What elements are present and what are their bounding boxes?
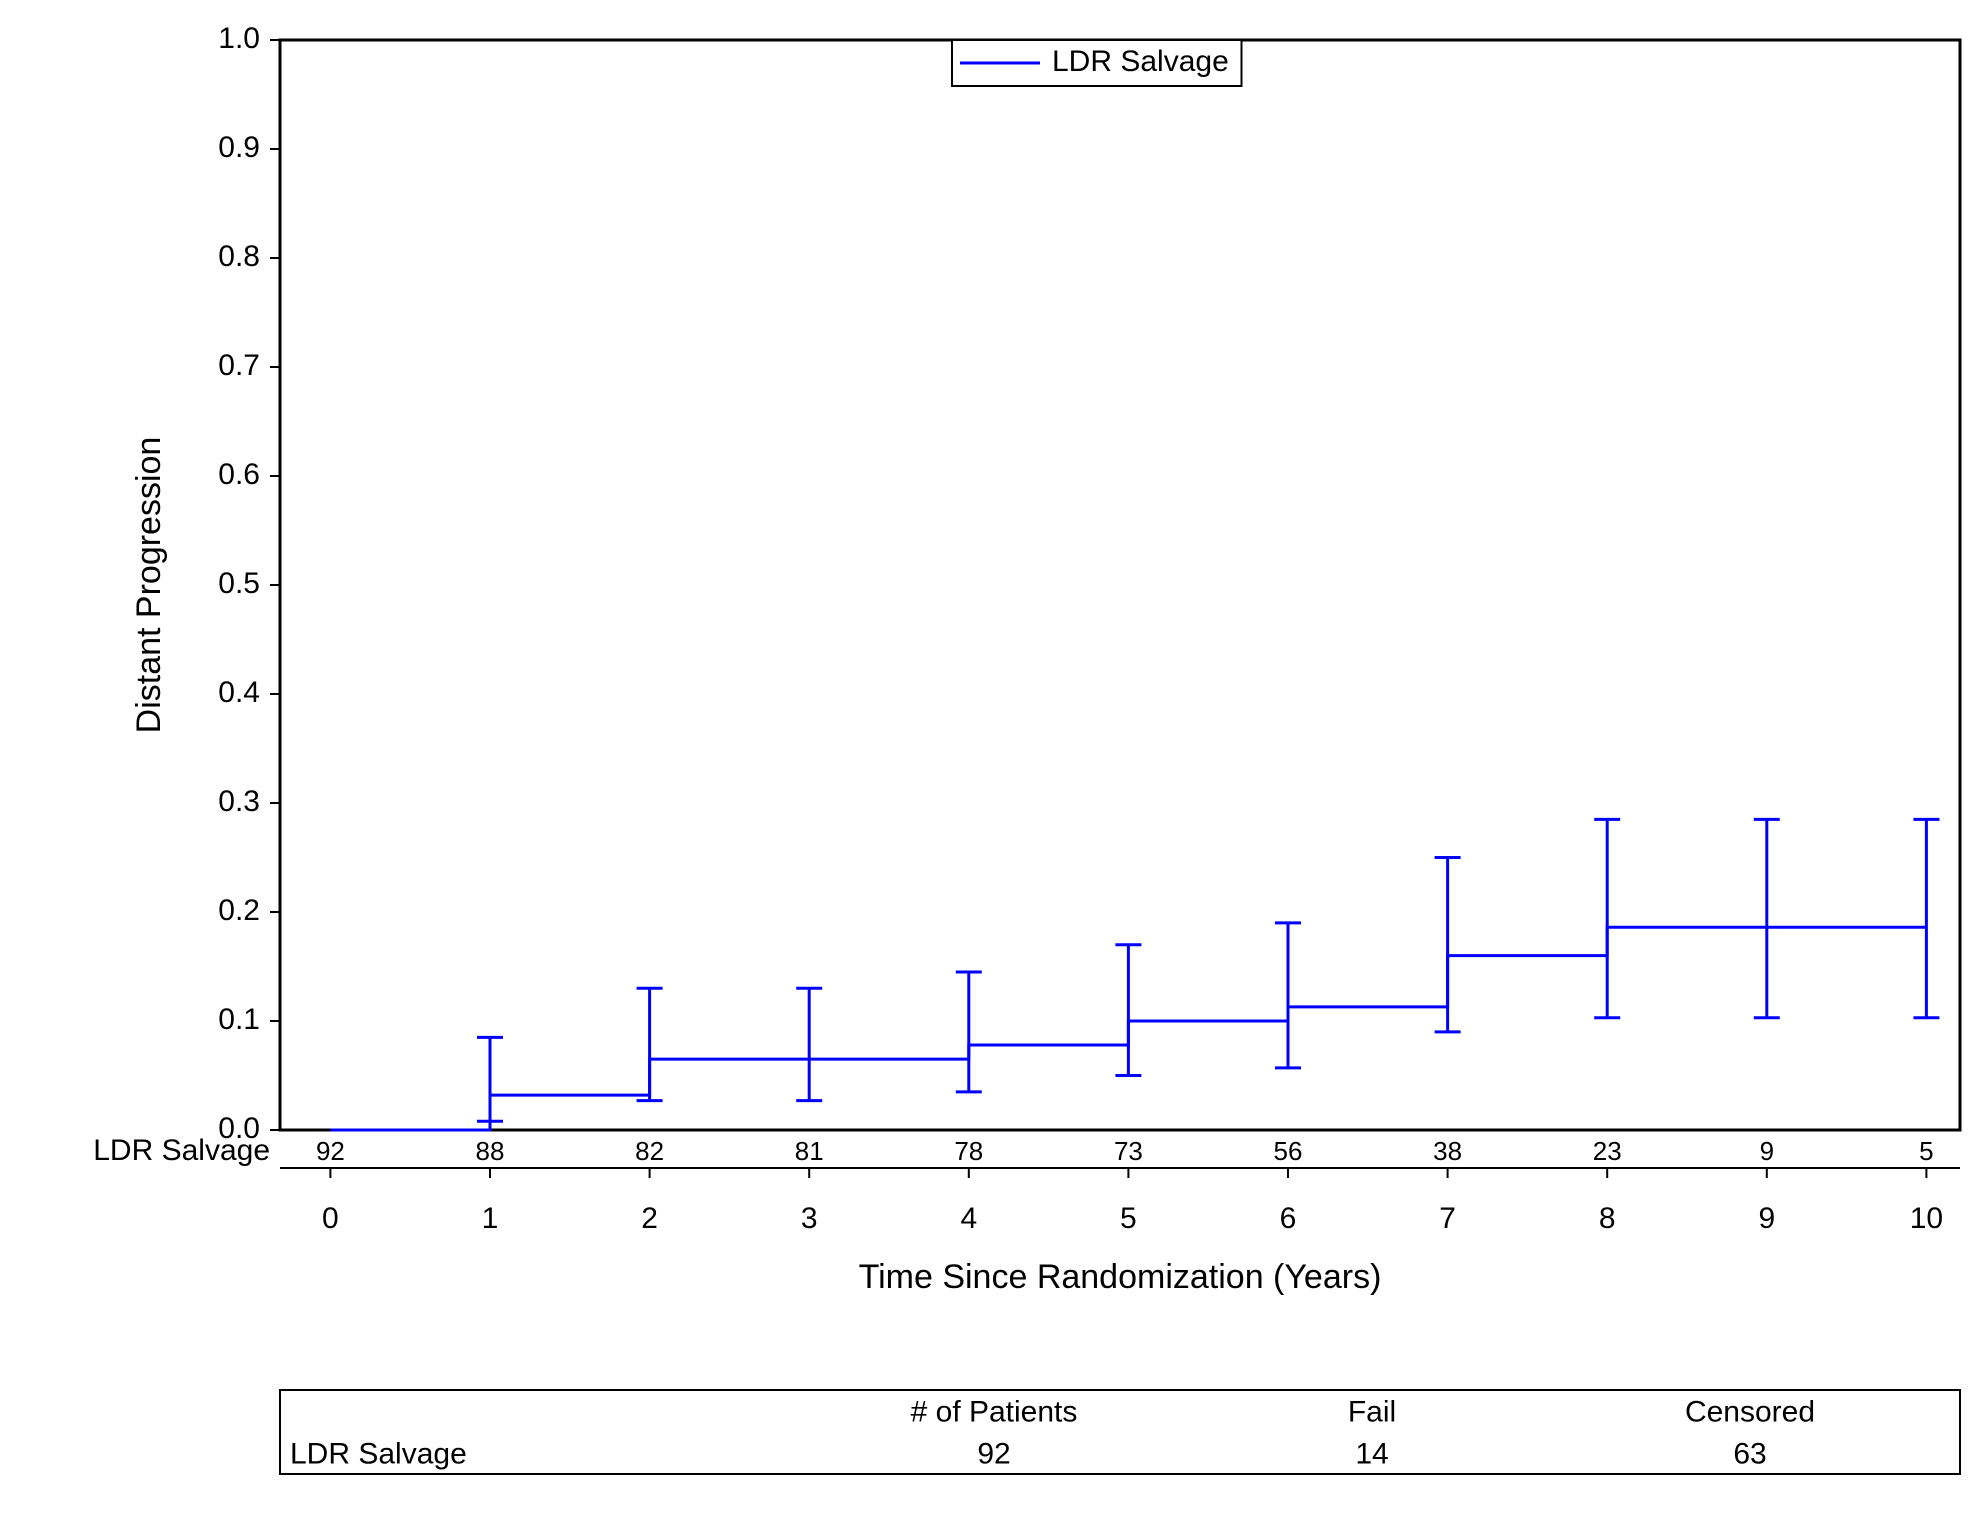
summary-value: 63	[1733, 1438, 1766, 1471]
at-risk-value: 92	[316, 1136, 345, 1166]
y-tick-label: 0.1	[218, 1003, 260, 1036]
y-tick-label: 0.9	[218, 131, 260, 164]
y-tick-label: 0.3	[218, 785, 260, 818]
at-risk-value: 38	[1433, 1136, 1462, 1166]
at-risk-row-label: LDR Salvage	[93, 1134, 270, 1167]
chart-container: 0.00.10.20.30.40.50.60.70.80.91.0Distant…	[20, 20, 1962, 1502]
summary-col-header: Censored	[1685, 1396, 1815, 1429]
chart-svg: 0.00.10.20.30.40.50.60.70.80.91.0Distant…	[20, 20, 1982, 1497]
summary-col-header: Fail	[1348, 1396, 1396, 1429]
x-tick-label: 3	[801, 1202, 818, 1235]
summary-row-label: LDR Salvage	[290, 1438, 467, 1471]
y-tick-label: 0.7	[218, 349, 260, 382]
x-axis-label: Time Since Randomization (Years)	[859, 1258, 1382, 1296]
x-tick-label: 8	[1599, 1202, 1616, 1235]
at-risk-value: 88	[476, 1136, 505, 1166]
x-tick-label: 5	[1120, 1202, 1137, 1235]
at-risk-value: 9	[1760, 1136, 1774, 1166]
x-tick-label: 0	[322, 1202, 339, 1235]
y-tick-label: 0.4	[218, 676, 260, 709]
summary-value: 92	[977, 1438, 1010, 1471]
at-risk-value: 82	[635, 1136, 664, 1166]
x-tick-label: 10	[1910, 1202, 1943, 1235]
at-risk-value: 81	[795, 1136, 824, 1166]
at-risk-value: 73	[1114, 1136, 1143, 1166]
x-tick-label: 9	[1758, 1202, 1775, 1235]
at-risk-value: 78	[954, 1136, 983, 1166]
y-tick-label: 1.0	[218, 22, 260, 55]
summary-col-header: # of Patients	[911, 1396, 1078, 1429]
x-tick-label: 7	[1439, 1202, 1456, 1235]
at-risk-value: 5	[1919, 1136, 1933, 1166]
x-tick-label: 4	[960, 1202, 977, 1235]
at-risk-value: 56	[1274, 1136, 1303, 1166]
summary-value: 14	[1355, 1438, 1388, 1471]
y-tick-label: 0.6	[218, 458, 260, 491]
at-risk-value: 23	[1593, 1136, 1622, 1166]
x-tick-label: 6	[1280, 1202, 1297, 1235]
x-tick-label: 1	[482, 1202, 499, 1235]
y-tick-label: 0.2	[218, 894, 260, 927]
x-tick-label: 2	[641, 1202, 658, 1235]
y-tick-label: 0.8	[218, 240, 260, 273]
y-axis-label: Distant Progression	[130, 437, 168, 734]
y-tick-label: 0.5	[218, 567, 260, 600]
legend-label: LDR Salvage	[1052, 45, 1229, 78]
